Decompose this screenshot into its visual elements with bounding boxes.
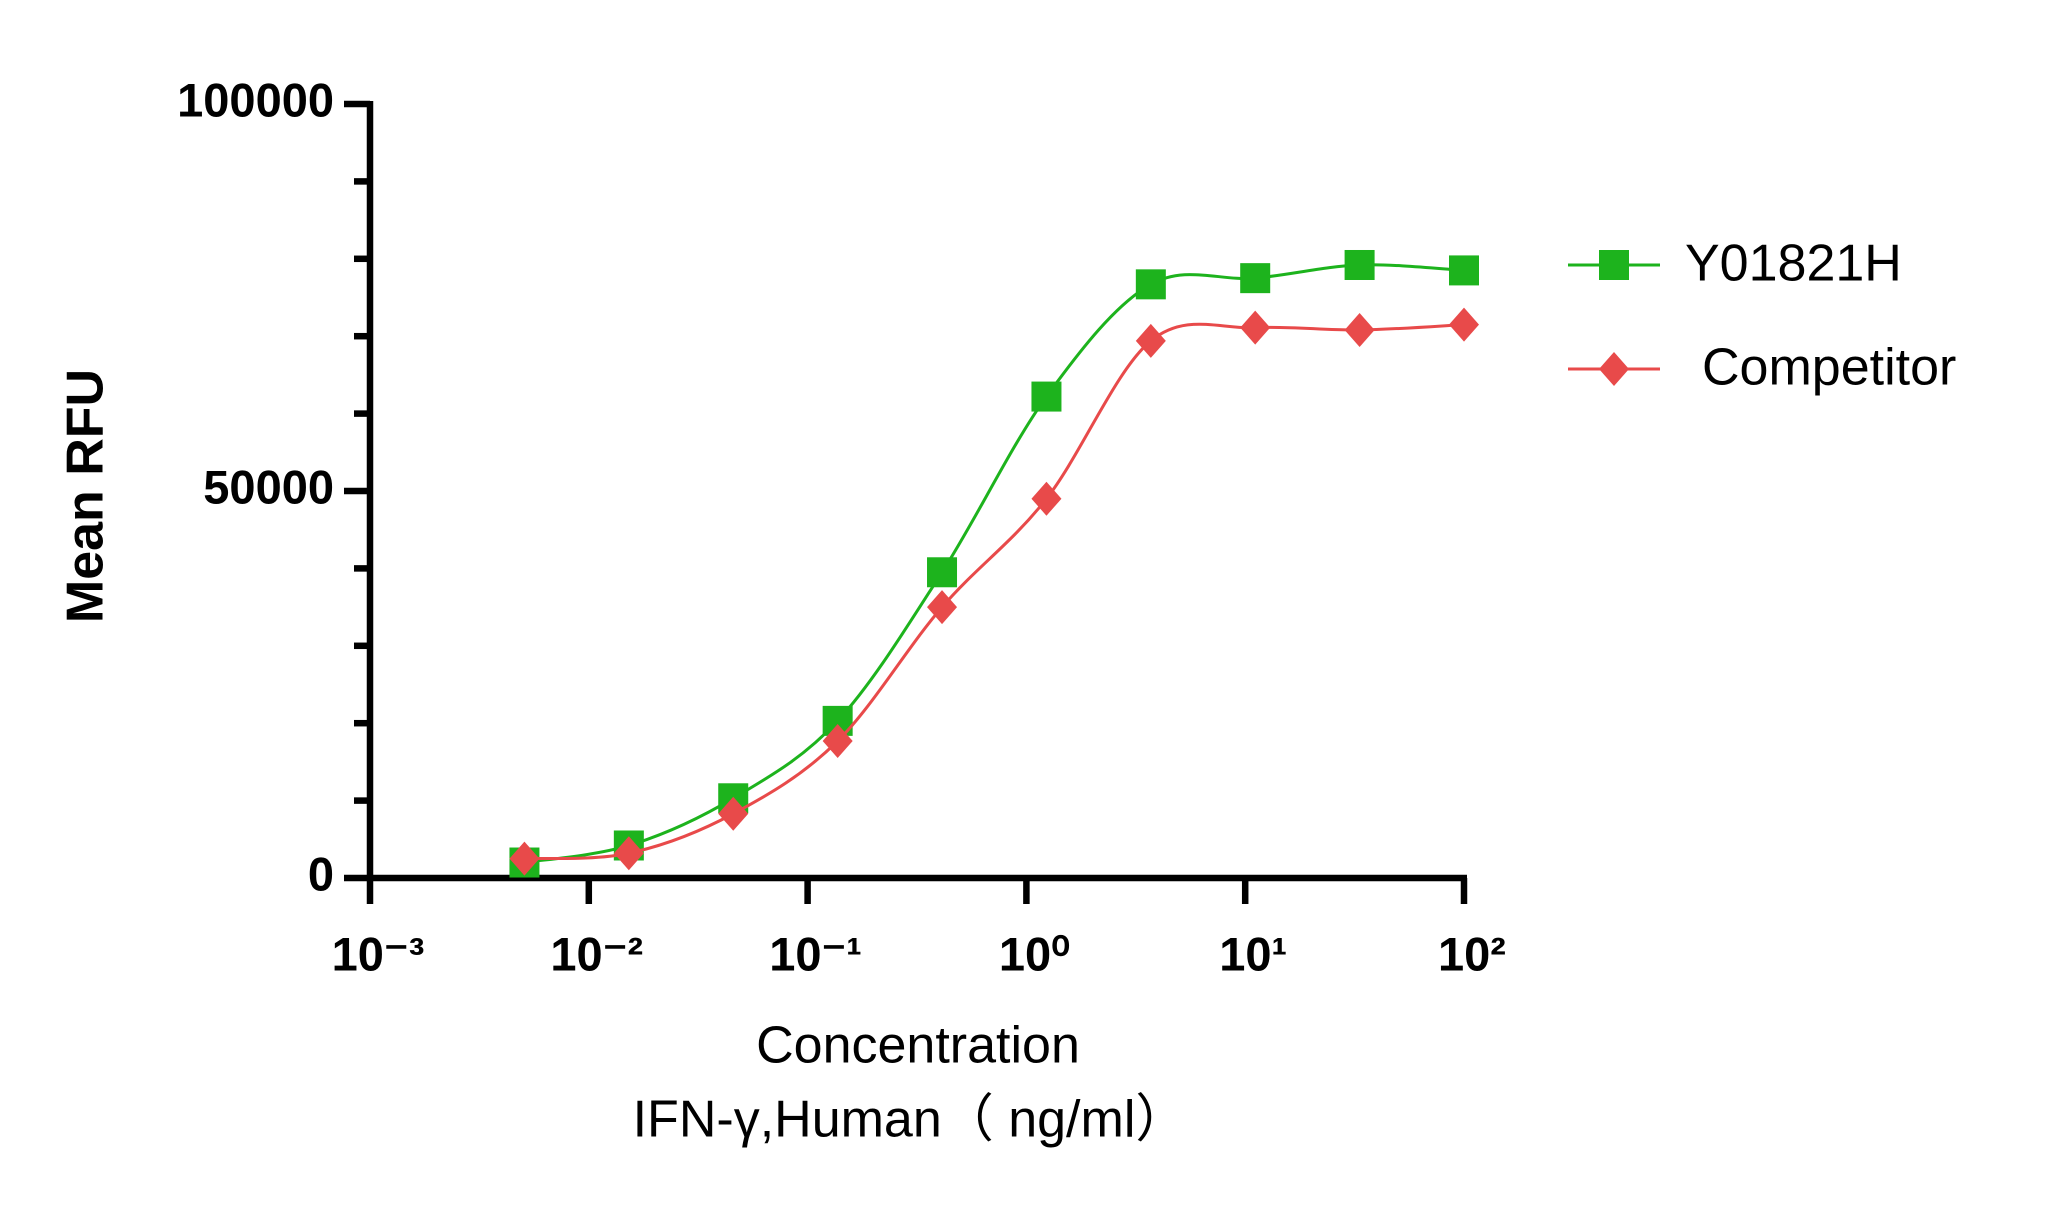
x-tick-label: 10⁻³ — [332, 927, 425, 980]
data-point — [1344, 249, 1375, 280]
data-point — [613, 836, 644, 871]
legend-marker — [1599, 250, 1629, 280]
data-point — [822, 724, 853, 759]
data-point — [718, 796, 749, 831]
fit-curve — [524, 263, 1465, 865]
y-tick-label: 0 — [308, 847, 334, 900]
data-point — [1344, 313, 1375, 348]
data-point — [1449, 255, 1479, 286]
y-tick-label: 50000 — [203, 460, 334, 513]
x-tick-label: 10² — [1438, 927, 1506, 980]
data-point — [927, 557, 958, 588]
data-point — [509, 841, 540, 876]
data-point — [1240, 310, 1271, 345]
y-axis-title: Mean RFU — [57, 369, 115, 623]
x-tick-label: 10⁻² — [550, 927, 643, 980]
x-axis-subtitle: IFN-γ,Human（ ng/ml） — [633, 1091, 1188, 1149]
y-tick-label: 100000 — [177, 73, 334, 126]
fit-curve — [524, 322, 1465, 861]
data-point — [927, 590, 958, 625]
x-tick-label: 10⁰ — [999, 927, 1070, 980]
legend-label: Y01821H — [1685, 235, 1902, 293]
x-axis-title: Concentration — [756, 1017, 1080, 1075]
data-point — [1449, 307, 1479, 342]
legend-marker — [1599, 352, 1629, 386]
data-point — [1135, 323, 1166, 358]
x-tick-label: 10¹ — [1219, 927, 1287, 980]
legend-label: Competitor — [1702, 339, 1956, 397]
data-point — [1135, 269, 1166, 300]
data-point — [1031, 481, 1062, 516]
x-tick-label: 10⁻¹ — [769, 927, 862, 980]
data-point — [1031, 381, 1062, 412]
data-point — [1240, 263, 1271, 294]
